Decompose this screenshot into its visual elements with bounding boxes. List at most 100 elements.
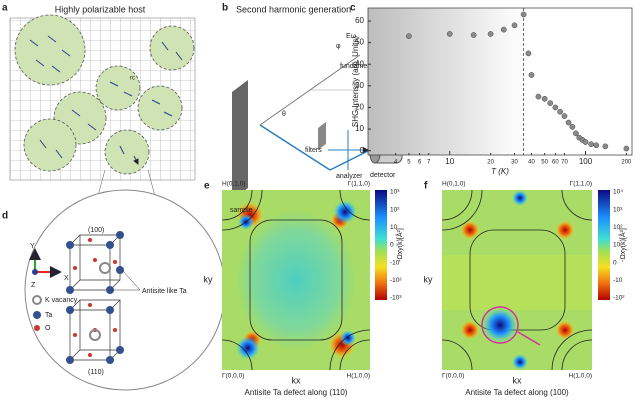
- colorbar-tick-label: -10²: [390, 277, 402, 284]
- label: Antisite like Ta: [142, 288, 187, 295]
- label: Γ(0,0,0): [442, 373, 464, 380]
- label: H(0,1,0): [222, 181, 245, 188]
- label: X: [64, 275, 69, 282]
- data-point: [406, 33, 412, 39]
- colorbar-tick-label: 10³: [613, 206, 623, 213]
- x-tick-label: 7: [427, 160, 431, 166]
- panel-title: Highly polarizable host: [55, 4, 146, 14]
- y-tick-label: 40: [355, 59, 364, 68]
- y-tick-label: 20: [355, 103, 364, 112]
- colorbar-tick-label: 10³: [390, 189, 400, 196]
- label: sample: [230, 207, 253, 214]
- data-point: [528, 72, 535, 78]
- colorbar-tick-label: -10²: [613, 295, 625, 302]
- data-point: [446, 31, 453, 37]
- x-tick-label: 200: [621, 160, 632, 166]
- y-tick-label: 10: [355, 124, 364, 133]
- x-tick-label: 4: [394, 160, 398, 166]
- data-point: [487, 31, 494, 37]
- panel-label: f: [424, 181, 428, 192]
- data-point: [623, 145, 630, 152]
- label: (110): [88, 369, 104, 376]
- x-tick-label: 10: [445, 157, 454, 166]
- label: Eω: [346, 33, 357, 40]
- caption: Antisite Ta defect along (100): [465, 388, 569, 397]
- panel-label: d: [2, 211, 8, 222]
- x-tick-label: 100: [579, 157, 593, 166]
- x-tick-label: 60: [552, 160, 559, 166]
- colorbar-tick-label: 0: [390, 242, 394, 249]
- panel-label: b: [222, 3, 228, 14]
- data-point: [525, 50, 532, 57]
- label: φ: [336, 43, 341, 50]
- label: detector: [370, 172, 396, 179]
- label: ky: [424, 274, 434, 284]
- data-point: [511, 22, 518, 29]
- label: O: [45, 325, 51, 332]
- shading: [368, 8, 524, 155]
- label: rc: [130, 76, 135, 82]
- panel-title: Second harmonic generation: [236, 4, 351, 14]
- label: Γ(1,1,0): [570, 181, 592, 188]
- label: Ta: [45, 312, 53, 319]
- colorbar-tick-label: 10: [613, 242, 621, 249]
- x-axis-label: T (K): [491, 167, 509, 176]
- label: filters: [305, 147, 322, 154]
- label: K vacancy: [45, 297, 78, 304]
- label: fundamental: [340, 63, 379, 70]
- x-tick-label: 30: [511, 160, 518, 166]
- colorbar-tick-label: 10²: [613, 224, 623, 231]
- data-point: [520, 11, 527, 18]
- x-tick-label: 50: [541, 160, 548, 166]
- plot-frame: [367, 7, 633, 156]
- label: kx: [292, 375, 302, 385]
- label: analyzer: [336, 173, 363, 180]
- label: (100): [88, 227, 104, 234]
- data-point: [602, 143, 609, 150]
- panel-label: a: [2, 3, 8, 14]
- data-point: [470, 32, 477, 38]
- label: H(1,0,0): [569, 373, 592, 380]
- x-tick-label: 20: [487, 160, 494, 166]
- data-point: [541, 95, 548, 102]
- colorbar-tick-label: 0: [613, 259, 617, 266]
- caption: Antisite Ta defect along (110): [245, 388, 348, 397]
- label: Z: [31, 282, 36, 289]
- data-point: [557, 108, 563, 115]
- label: H(1,0,0): [347, 373, 370, 380]
- data-point: [582, 139, 589, 145]
- panel-label: c: [350, 3, 356, 14]
- colorbar-tick-label: -10³: [390, 295, 402, 302]
- colorbar-tick-label: 10²: [390, 206, 400, 213]
- label: Γ(0,0,0): [222, 373, 244, 380]
- y-axis-label: SHG Intensity (arb. Units): [351, 36, 360, 127]
- colorbar-tick-label: -10: [613, 277, 623, 284]
- x-tick-label: 40: [528, 160, 535, 166]
- x-tick-label: 6: [418, 160, 422, 166]
- y-tick-label: 50: [355, 38, 364, 47]
- x-tick-label: 5: [407, 160, 411, 166]
- colorbar-label: -Ωxy(k)[Å²]: [618, 228, 627, 262]
- colorbar-tick-label: 10⁴: [613, 189, 623, 196]
- data-point: [573, 130, 579, 137]
- data-point: [500, 26, 507, 33]
- x-tick-label: 70: [561, 160, 568, 166]
- data-point: [561, 113, 568, 119]
- data-point: [588, 141, 594, 148]
- colorbar-label: -Ωxy(k)[Å²]: [395, 228, 404, 262]
- y-tick-label: 0: [360, 146, 365, 155]
- colorbar-tick-label: 10: [390, 224, 398, 231]
- panel-label: e: [204, 181, 210, 192]
- data-point: [547, 100, 554, 106]
- label: θ: [282, 111, 286, 118]
- y-tick-label: 30: [355, 81, 364, 90]
- label: Y: [30, 243, 35, 250]
- y-tick-label: 60: [355, 16, 364, 25]
- data-point: [552, 104, 559, 111]
- label: ky: [204, 274, 214, 284]
- label: kx: [513, 375, 523, 385]
- colorbar-tick-label: -10: [390, 259, 400, 266]
- data-point: [593, 142, 600, 149]
- label: Γ(1,1,0): [348, 181, 370, 188]
